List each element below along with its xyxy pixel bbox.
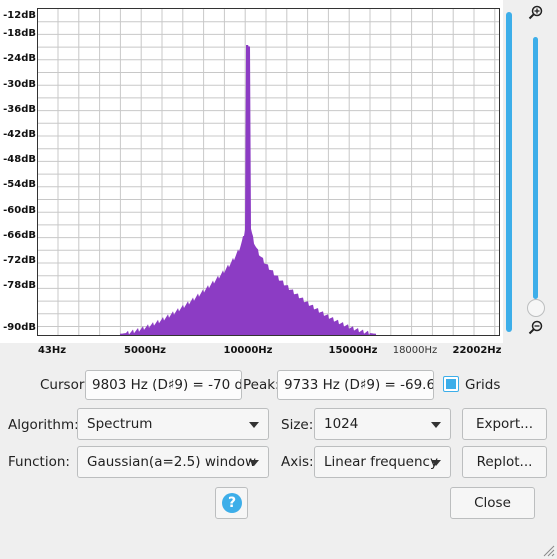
zoom-panel	[500, 0, 557, 343]
grids-checkbox[interactable]	[443, 376, 459, 392]
zoom-slider-handle[interactable]	[527, 299, 545, 317]
axis-select-value: Linear frequency	[324, 454, 438, 470]
chevron-down-icon	[431, 422, 441, 428]
x-axis-label: 5000Hz	[123, 345, 167, 356]
y-axis-label: -30dB	[3, 79, 36, 90]
scroll-track[interactable]	[533, 37, 538, 299]
function-select[interactable]: Gaussian(a=2.5) window	[77, 446, 269, 478]
spectrum-graph[interactable]	[38, 9, 499, 335]
y-axis-label: -60dB	[3, 205, 36, 216]
chevron-down-icon	[249, 460, 259, 466]
size-select[interactable]: 1024	[314, 408, 451, 440]
function-select-value: Gaussian(a=2.5) window	[87, 454, 257, 470]
size-label: Size:	[281, 417, 314, 433]
grid-lines	[38, 9, 499, 335]
size-select-value: 1024	[324, 416, 359, 432]
function-label: Function:	[8, 454, 70, 470]
spectrum-fill	[120, 45, 376, 335]
resize-grip-icon[interactable]	[541, 543, 555, 557]
axis-label: Axis:	[281, 454, 314, 470]
x-axis-label: 18000Hz	[392, 345, 438, 356]
y-axis-label: -48dB	[3, 154, 36, 165]
y-axis-label: -72dB	[3, 255, 36, 266]
algorithm-label: Algorithm:	[8, 417, 79, 433]
spectrum-plot-area[interactable]	[37, 8, 500, 336]
help-button[interactable]: ?	[215, 487, 248, 519]
x-axis-label: 22002Hz	[452, 345, 502, 356]
zoom-out-icon[interactable]	[528, 320, 544, 336]
y-axis-label: -78dB	[3, 280, 36, 291]
y-axis-label: -18dB	[3, 28, 36, 39]
y-axis-label: -42dB	[3, 129, 36, 140]
algorithm-select[interactable]: Spectrum	[77, 408, 269, 440]
grids-label[interactable]: Grids	[465, 377, 501, 393]
y-axis-label: -36dB	[3, 104, 36, 115]
y-axis-label: -24dB	[3, 53, 36, 64]
x-axis-label: 15000Hz	[328, 345, 378, 356]
cursor-label: Cursor:	[40, 377, 89, 393]
x-axis-label: 10000Hz	[223, 345, 273, 356]
axis-select[interactable]: Linear frequency	[314, 446, 451, 478]
chevron-down-icon	[431, 460, 441, 466]
close-button[interactable]: Close	[450, 487, 535, 519]
algorithm-select-value: Spectrum	[87, 416, 153, 432]
y-axis-label: -90dB	[3, 322, 36, 333]
y-axis-label: -66dB	[3, 230, 36, 241]
x-axis-label: 43Hz	[37, 345, 67, 356]
y-axis-label: -12dB	[3, 10, 36, 21]
cursor-value-field[interactable]: 9803 Hz (D♯9) = -70 dB	[85, 370, 242, 400]
export-button[interactable]: Export...	[462, 408, 547, 440]
replot-button[interactable]: Replot...	[462, 446, 547, 478]
chevron-down-icon	[249, 422, 259, 428]
y-axis-label: -54dB	[3, 179, 36, 190]
zoom-in-icon[interactable]	[528, 5, 544, 21]
zoom-slider-track[interactable]	[506, 12, 512, 332]
grids-checkbox-fill	[446, 379, 456, 389]
help-icon: ?	[222, 493, 242, 513]
peak-value-field[interactable]: 9733 Hz (D♯9) = -69.6 dB	[277, 370, 434, 400]
peak-label: Peak:	[243, 377, 280, 393]
spectrum-plot-frame: -12dB -18dB -24dB -30dB -36dB -42dB -48d…	[0, 0, 503, 356]
